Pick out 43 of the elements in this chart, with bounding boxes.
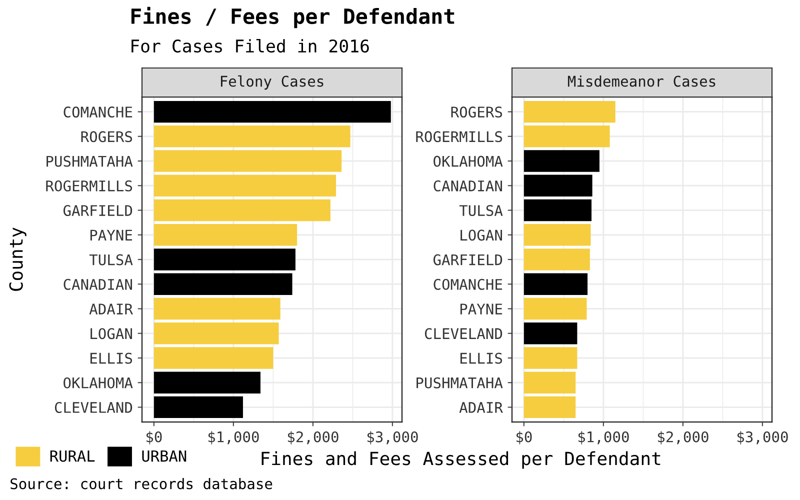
y-tick-label: TULSA bbox=[89, 254, 133, 266]
y-axis-title: County bbox=[9, 228, 26, 291]
text: Fines / Fees per Defendant bbox=[131, 6, 454, 28]
x-tick-label: $1,000 bbox=[208, 431, 259, 444]
y-tick-label: ROGERMILLS bbox=[46, 180, 132, 192]
y-tick-label: GARFIELD bbox=[63, 205, 132, 216]
x-axis-title: Fines and Fees Assessed per Defendant bbox=[262, 451, 660, 469]
y-tick-label: PUSHMATAHA bbox=[416, 377, 503, 388]
y-tick-label: CANADIAN bbox=[64, 278, 132, 290]
y-tick-label: ADAIR bbox=[459, 402, 503, 413]
y-tick-label: PUSHMATAHA bbox=[46, 156, 133, 167]
legend-label: URBAN bbox=[142, 450, 186, 462]
y-tick-label: ADAIR bbox=[89, 304, 133, 314]
y-tick-label: PAYNE bbox=[460, 304, 502, 314]
y-tick-label: GARFIELD bbox=[433, 254, 502, 266]
y-tick-label: TULSA bbox=[459, 205, 503, 216]
chart-title: Misdemeanor Cases bbox=[568, 75, 716, 87]
y-tick-label: CLEVELAND bbox=[54, 402, 132, 414]
y-tick-label: ELLIS bbox=[90, 352, 132, 364]
y-tick-label: ROGERS bbox=[81, 131, 132, 142]
y-tick-label: ELLIS bbox=[460, 352, 502, 364]
x-tick-label: $0 bbox=[146, 431, 162, 444]
x-tick-label: $3,000 bbox=[367, 431, 418, 444]
x-tick-label: $0 bbox=[516, 431, 532, 444]
y-tick-label: COMANCHE bbox=[64, 106, 132, 118]
y-tick-label: CANADIAN bbox=[434, 180, 502, 192]
y-tick-label: ROGERMILLS bbox=[416, 131, 502, 142]
y-tick-label: LOGAN bbox=[90, 328, 132, 340]
x-tick-label: $2,000 bbox=[288, 431, 338, 444]
y-tick-label: ROGERS bbox=[451, 106, 502, 118]
y-tick-label: PAYNE bbox=[90, 230, 132, 240]
y-tick-label: OKLAHOMA bbox=[434, 156, 503, 167]
y-tick-label: LOGAN bbox=[460, 230, 502, 241]
legend-label: RURAL bbox=[50, 450, 95, 462]
y-tick-label: CLEVELAND bbox=[424, 328, 502, 340]
text: For Cases Filed in 2016 bbox=[132, 39, 369, 53]
x-tick-label: $2,000 bbox=[658, 431, 708, 444]
x-tick-label: $1,000 bbox=[578, 431, 629, 444]
x-tick-label: $3,000 bbox=[737, 431, 788, 444]
y-tick-label: OKLAHOMA bbox=[64, 377, 133, 388]
source-note: Source: court records database bbox=[10, 478, 272, 490]
chart-title: Felony Cases bbox=[220, 75, 324, 90]
y-tick-label: COMANCHE bbox=[434, 278, 502, 290]
